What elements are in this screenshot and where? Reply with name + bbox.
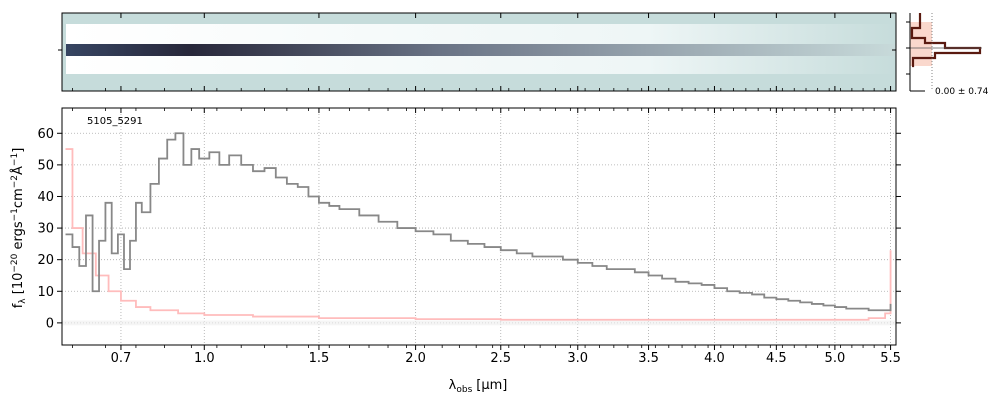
profile-inset-label: 0.00 ± 0.74 — [935, 87, 989, 97]
x-axis-label: λobs [μm] — [449, 378, 508, 395]
y-tick-label: 60 — [37, 127, 54, 142]
y-tick-label: 20 — [37, 253, 54, 268]
y-tick-label: 0 — [46, 316, 54, 331]
spectrum-1d-panel: 0.7 1.0 1.5 2.0 2.5 3.0 3.5 4.0 4.5 5.0 5.5 0 10 20 3… — [37, 107, 901, 366]
object-id-label: 5105_5291 — [87, 116, 143, 127]
x-tick-label: 1.0 — [194, 351, 215, 366]
profile-inset: 0.00 ± 0.74 — [906, 13, 989, 97]
zero-band — [62, 320, 896, 326]
x-tick-label: 2.5 — [490, 351, 511, 366]
x-axis: 0.7 1.0 1.5 2.0 2.5 3.0 3.5 4.0 4.5 5.0 5.5 — [72, 108, 901, 366]
x-tick-label: 1.5 — [309, 351, 330, 366]
x-tick-label: 5.0 — [825, 351, 846, 366]
y-tick-label: 30 — [37, 222, 54, 237]
x-tick-label: 3.5 — [638, 351, 659, 366]
y-tick-label: 40 — [37, 190, 54, 205]
y-axis-label: fλ [10−20 ergs−1cm−2Å−1] — [10, 148, 28, 309]
x-tick-label: 3.0 — [567, 351, 588, 366]
spectrum-2d-panel — [58, 12, 897, 92]
error-spectrum-line — [65, 148, 892, 321]
x-tick-label: 0.7 — [111, 351, 132, 366]
y-tick-label: 50 — [37, 158, 54, 173]
y-axis: 0 10 20 30 40 50 60 — [37, 127, 901, 331]
x-tick-label: 4.0 — [704, 351, 725, 366]
x-tick-label: 4.5 — [766, 351, 787, 366]
x-tick-label: 2.0 — [405, 351, 426, 366]
spectrum-2d-ticks — [58, 13, 896, 91]
y-tick-label: 10 — [37, 285, 54, 300]
flux-spectrum-line — [65, 132, 892, 312]
x-tick-label: 5.5 — [880, 351, 901, 366]
